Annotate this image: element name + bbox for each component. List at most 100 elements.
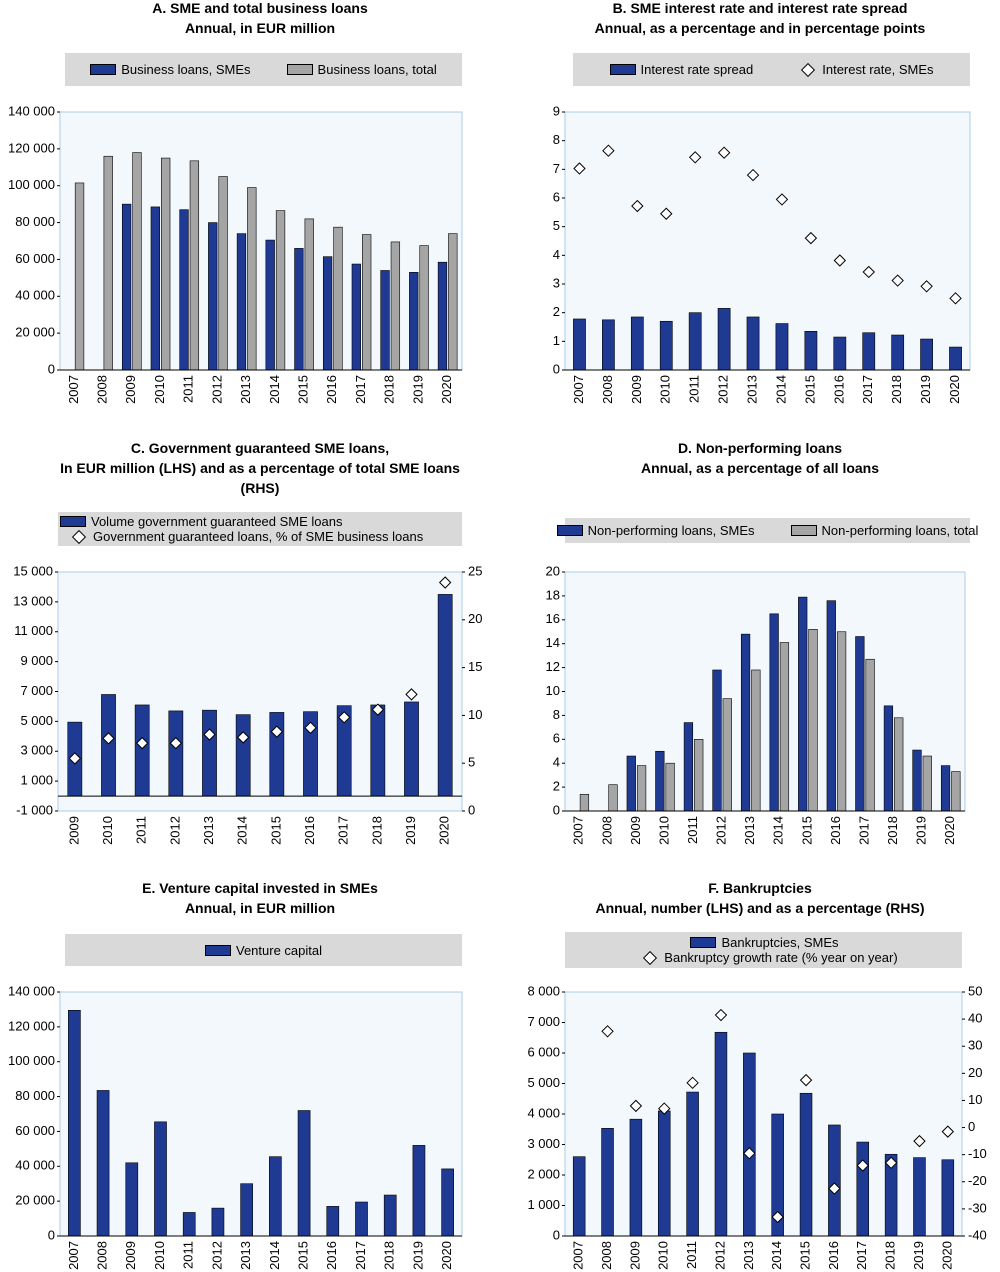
y-tick-label: 8 000	[527, 983, 560, 998]
legend-marker	[71, 529, 87, 544]
x-tick-label: 2018	[885, 816, 900, 845]
y-tick-label: 100 000	[8, 177, 55, 192]
x-tick-label: 2010	[152, 1241, 167, 1270]
subtitle-line: Annual, in EUR million	[184, 20, 336, 36]
x-tick-label: 2011	[181, 375, 196, 403]
legend-label: Volume government guaranteed SME loans	[91, 514, 343, 529]
y-tick-label: 120 000	[8, 140, 55, 155]
bar	[775, 323, 789, 371]
bar	[189, 160, 200, 371]
bar	[355, 1201, 368, 1237]
bar	[572, 1156, 586, 1237]
legend-marker	[801, 62, 816, 77]
x-tick-label: 2013	[742, 816, 757, 845]
y-tick-label: 10	[546, 683, 560, 698]
legend-item: Interest rate, SMEs	[789, 62, 934, 77]
bar	[808, 629, 818, 812]
y-tick-label: 16	[546, 611, 560, 626]
plot-area	[564, 991, 963, 1237]
chart-title: D. Non-performing loans Annual, as a perc…	[540, 438, 980, 478]
bar	[951, 771, 961, 812]
legend-item: Non-performing loans, SMEs	[556, 523, 755, 538]
bar	[132, 152, 142, 371]
bar	[265, 239, 275, 371]
bar	[351, 263, 361, 371]
marker	[743, 1147, 756, 1160]
title-line: A. SME and total business loans	[152, 0, 368, 16]
subtitle-line: Annual, number (LHS) and as a percentage…	[595, 900, 925, 916]
plot-area	[57, 571, 463, 812]
x-tick-label: 2015	[268, 816, 283, 845]
legend-label: Interest rate spread	[640, 62, 754, 77]
bar	[370, 704, 386, 797]
x-tick-label: 2016	[831, 375, 846, 404]
bar	[362, 234, 372, 371]
x-tick-label: 2009	[123, 1241, 138, 1270]
y-tick-label: 7	[553, 161, 560, 176]
y-tick-label: 14	[546, 635, 560, 650]
y-tick-label: 2	[553, 779, 560, 794]
y-tick-label: 3 000	[527, 1136, 560, 1151]
y-tick-label: 80 000	[15, 1088, 55, 1103]
x-tick-label: 2020	[947, 375, 962, 404]
title-line: E. Venture capital invested in SMEs	[142, 880, 378, 896]
marker	[920, 280, 933, 293]
y2-tick-label: -10	[968, 1146, 987, 1161]
bar	[751, 669, 761, 812]
marker	[891, 274, 904, 287]
marker	[337, 711, 351, 724]
marker	[573, 162, 586, 175]
y2-tick-label: 20	[468, 611, 482, 626]
y-tick-label: 6 000	[527, 1044, 560, 1059]
x-tick-label: 2011	[134, 816, 149, 844]
marker	[602, 144, 615, 157]
y2-tick-label: 25	[468, 563, 482, 578]
x-tick-label: 2012	[712, 1241, 727, 1270]
legend-item: Bankruptcies, SMEs	[690, 935, 839, 950]
bar	[740, 633, 751, 812]
y2-tick-label: -30	[968, 1200, 987, 1215]
legend-item: Venture capital	[204, 943, 322, 958]
legend-swatch	[790, 525, 817, 536]
bar	[96, 1090, 110, 1237]
title-line: C. Government guaranteed SME loans,	[130, 440, 390, 456]
bar	[798, 596, 808, 812]
y-tick-label: 0	[48, 361, 55, 376]
y-tick-label: 5 000	[527, 1075, 560, 1090]
x-tick-label: 2019	[918, 375, 933, 404]
bar	[856, 1141, 870, 1237]
x-tick-label: 2007	[66, 1241, 81, 1270]
x-tick-label: 2014	[771, 816, 786, 845]
y2-tick-label: 40	[968, 1011, 982, 1026]
bar	[326, 1206, 340, 1237]
bar	[380, 270, 390, 371]
bar	[655, 750, 665, 812]
x-tick-label: 2015	[802, 375, 817, 404]
y-tick-label: 80 000	[15, 214, 55, 229]
x-tick-label: 2007	[571, 816, 586, 845]
y2-tick-label: 30	[968, 1038, 982, 1053]
x-tick-label: 2007	[571, 1241, 586, 1270]
x-tick-label: 2012	[167, 816, 182, 845]
bar	[134, 704, 150, 797]
x-tick-label: 2012	[209, 375, 224, 404]
bar	[601, 1128, 614, 1237]
y-tick-label: 1	[553, 333, 560, 348]
x-tick-label: 2014	[267, 1241, 282, 1270]
marker	[601, 1025, 614, 1038]
legend-item: Volume government guaranteed SME loans	[60, 514, 462, 529]
marker	[102, 732, 115, 745]
marker	[135, 736, 149, 750]
y-tick-label: 60 000	[15, 1123, 55, 1138]
bar	[235, 714, 251, 797]
y-tick-label: 1 000	[20, 773, 53, 788]
marker	[833, 254, 847, 267]
x-tick-label: 2019	[403, 816, 418, 845]
bar	[333, 226, 343, 371]
x-tick-label: 2016	[302, 816, 317, 845]
x-tick-label: 2018	[883, 1241, 898, 1270]
bar	[182, 1212, 196, 1237]
y-tick-label: 60 000	[15, 251, 55, 266]
